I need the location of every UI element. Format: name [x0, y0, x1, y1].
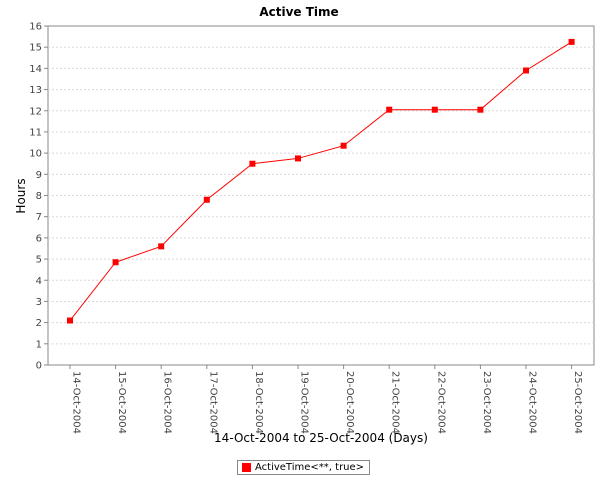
- x-tick-label: 15-Oct-2004: [116, 371, 127, 434]
- data-point: [431, 106, 438, 113]
- y-tick-label: 13: [29, 85, 42, 96]
- y-tick-label: 1: [36, 339, 42, 350]
- x-tick-label: 20-Oct-2004: [344, 371, 355, 434]
- legend-swatch-icon: [242, 463, 251, 472]
- x-tick-label: 24-Oct-2004: [527, 371, 538, 434]
- x-tick-label: 19-Oct-2004: [299, 371, 310, 434]
- y-tick-label: 14: [29, 64, 42, 75]
- y-tick-label: 4: [36, 276, 42, 287]
- y-tick-label: 9: [36, 170, 42, 181]
- y-tick-label: 11: [29, 127, 42, 138]
- y-tick-label: 10: [29, 149, 42, 160]
- y-tick-label: 0: [36, 361, 42, 372]
- y-tick-label: 16: [29, 22, 42, 33]
- data-point: [477, 106, 484, 113]
- gridlines: [48, 46, 594, 345]
- y-tick-label: 8: [36, 191, 42, 202]
- x-tick-label: 17-Oct-2004: [207, 371, 218, 434]
- data-point: [112, 259, 119, 266]
- y-axis-label: Hours: [14, 178, 28, 213]
- series-activetime: [67, 38, 575, 324]
- y-tick-label: 3: [36, 297, 42, 308]
- x-axis-label: 14-Oct-2004 to 25-Oct-2004 (Days): [214, 431, 428, 445]
- y-tick-label: 12: [29, 106, 42, 117]
- x-tick-label: 23-Oct-2004: [481, 371, 492, 434]
- data-point: [340, 142, 347, 149]
- x-tick-label: 25-Oct-2004: [572, 371, 583, 434]
- x-tick-label: 22-Oct-2004: [435, 371, 446, 434]
- data-point: [386, 106, 393, 113]
- series-line: [69, 41, 572, 321]
- y-tick-label: 7: [36, 212, 42, 223]
- x-tick-label: 21-Oct-2004: [390, 371, 401, 434]
- chart-title: Active Time: [259, 5, 338, 19]
- data-point: [295, 155, 301, 162]
- legend-label: ActiveTime<**, true>: [255, 462, 365, 473]
- x-tick-label: 18-Oct-2004: [253, 371, 264, 434]
- data-point: [568, 38, 575, 45]
- y-tick-label: 15: [29, 43, 42, 54]
- y-tick-label: 6: [36, 233, 42, 244]
- y-tick-label: 2: [36, 318, 42, 329]
- data-point: [67, 317, 73, 324]
- data-point: [158, 243, 165, 250]
- x-tick-label: 16-Oct-2004: [162, 371, 173, 434]
- data-point: [203, 196, 210, 203]
- x-axis: 14-Oct-2004 15-Oct-2004 16-Oct-2004 17-Oct-…: [69, 365, 583, 434]
- data-point: [523, 67, 529, 74]
- data-point: [249, 160, 256, 167]
- x-tick-label: 14-Oct-2004: [71, 371, 82, 434]
- y-tick-label: 5: [36, 255, 42, 266]
- legend: ActiveTime<**, true>: [237, 460, 371, 475]
